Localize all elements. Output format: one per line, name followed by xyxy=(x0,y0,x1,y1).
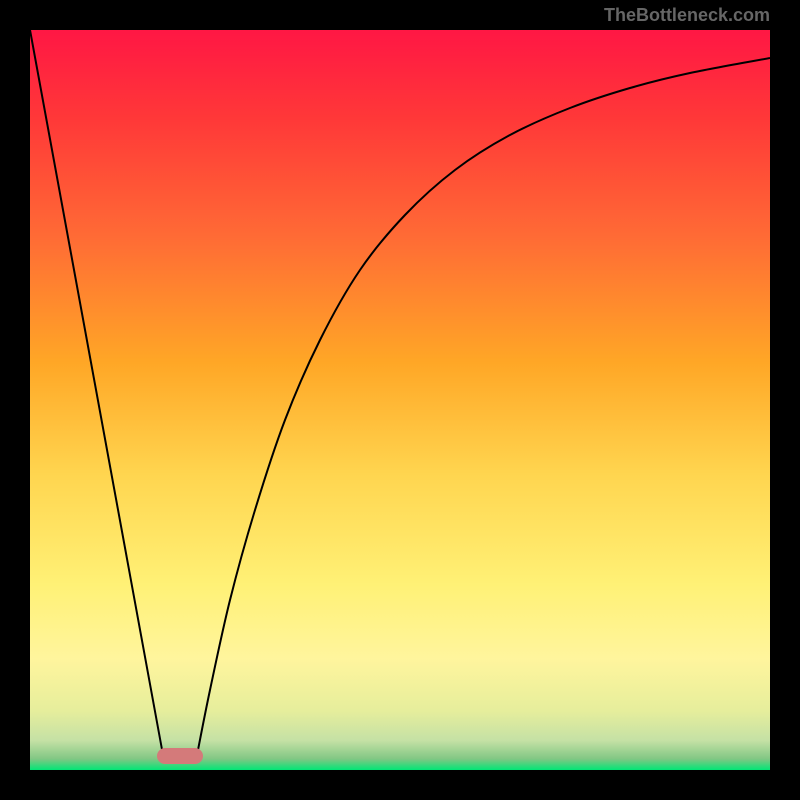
watermark-text: TheBottleneck.com xyxy=(604,5,770,26)
plot-area xyxy=(30,30,770,770)
chart-container: TheBottleneck.com xyxy=(0,0,800,800)
optimal-marker xyxy=(157,748,203,764)
bottleneck-curve xyxy=(30,30,770,770)
